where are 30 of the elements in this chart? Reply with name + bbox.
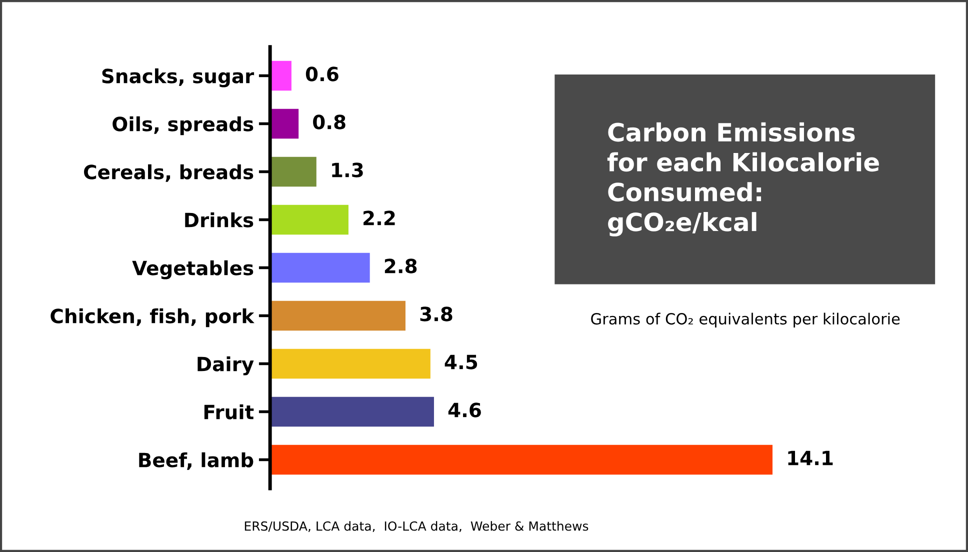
- text: Carbon Emissions for each Kilocalorie Consumed: gCO₂e/kcal: [607, 122, 879, 236]
- y-tick-label: Dairy: [198, 356, 254, 376]
- data-label: 2.2: [364, 210, 395, 226]
- bar: [270, 396, 434, 427]
- bar: [270, 444, 773, 475]
- y-tick-label: Chicken, fish, pork: [50, 308, 254, 328]
- bar: [270, 348, 430, 379]
- text: Grams of CO₂ equivalents per kilocalorie: [591, 312, 900, 328]
- data-label: 1.3: [332, 162, 363, 178]
- bar: [270, 108, 299, 139]
- y-tick-label: Fruit: [204, 404, 254, 420]
- data-label: 2.8: [384, 258, 417, 274]
- y-tick-label: Drinks: [185, 212, 254, 228]
- y-tick-label: Cereals, breads: [84, 164, 254, 182]
- data-label: 3.8: [420, 306, 452, 322]
- y-tick-label: Snacks, sugar: [102, 68, 254, 88]
- y-tick-label: Beef, lamb: [139, 452, 254, 470]
- bar: [270, 204, 348, 235]
- data-label: 14.1: [788, 450, 833, 466]
- bar: [270, 156, 316, 187]
- data-label: 0.6: [306, 66, 338, 82]
- bar: [270, 60, 292, 91]
- bar: [270, 252, 370, 283]
- y-tick-label: Vegetables: [132, 260, 254, 280]
- bar: [270, 300, 406, 331]
- text: ERS/USDA, LCA data, IO-LCA data, Weber & Matthews: [244, 521, 588, 532]
- data-label: 4.5: [444, 354, 478, 370]
- y-tick-label: Oils, spreads: [112, 116, 254, 136]
- data-label: 0.8: [313, 114, 346, 130]
- data-label: 4.6: [448, 402, 481, 418]
